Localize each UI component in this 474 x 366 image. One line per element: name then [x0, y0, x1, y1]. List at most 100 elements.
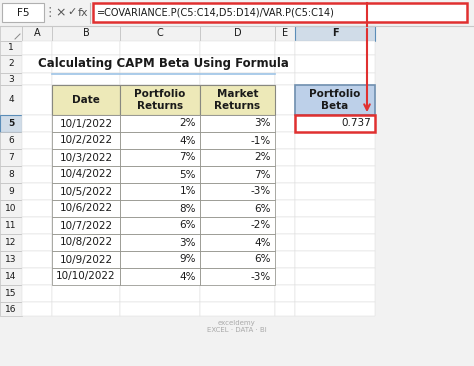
Text: Portfolio
Returns: Portfolio Returns: [134, 89, 186, 111]
Bar: [22, 132, 52, 149]
Bar: [93, 3, 467, 22]
Bar: [52, 251, 120, 268]
Bar: [200, 217, 275, 234]
Bar: [120, 251, 200, 268]
Text: 3%: 3%: [180, 238, 196, 247]
Bar: [275, 302, 295, 316]
Bar: [295, 268, 375, 285]
Bar: [120, 132, 200, 149]
Text: fx: fx: [78, 7, 88, 18]
Bar: [200, 115, 275, 132]
Bar: [120, 26, 200, 41]
Text: 10: 10: [5, 204, 17, 213]
Bar: [2, 3, 44, 22]
Bar: [295, 149, 375, 166]
Bar: [52, 302, 120, 316]
Bar: [275, 166, 295, 183]
Text: B: B: [82, 29, 90, 38]
Bar: [0, 234, 22, 251]
Text: 14: 14: [5, 272, 17, 281]
Bar: [52, 149, 120, 166]
Bar: [295, 302, 375, 316]
Text: ×: ×: [56, 6, 66, 19]
Text: 13: 13: [5, 255, 17, 264]
Bar: [200, 217, 275, 234]
Bar: [22, 73, 52, 85]
Text: Portfolio
Beta: Portfolio Beta: [310, 89, 361, 111]
Bar: [22, 285, 52, 302]
Bar: [275, 132, 295, 149]
Bar: [200, 200, 275, 217]
Bar: [52, 132, 120, 149]
Text: 3%: 3%: [255, 119, 271, 128]
Text: F5: F5: [17, 7, 29, 18]
Bar: [52, 166, 120, 183]
Bar: [0, 0, 474, 26]
Bar: [120, 268, 200, 285]
Bar: [200, 285, 275, 302]
Bar: [275, 268, 295, 285]
Bar: [200, 200, 275, 217]
Text: -1%: -1%: [251, 135, 271, 146]
Bar: [52, 85, 120, 115]
Bar: [22, 55, 52, 73]
Bar: [275, 73, 295, 85]
Bar: [275, 85, 295, 115]
Text: A: A: [34, 29, 40, 38]
Bar: [120, 132, 200, 149]
Bar: [200, 132, 275, 149]
Bar: [52, 217, 120, 234]
Text: 15: 15: [5, 289, 17, 298]
Bar: [275, 41, 295, 55]
Bar: [275, 55, 295, 73]
Bar: [295, 85, 375, 115]
Text: 10/2/2022: 10/2/2022: [59, 135, 112, 146]
Bar: [120, 115, 200, 132]
Bar: [295, 200, 375, 217]
Bar: [0, 26, 22, 41]
Bar: [0, 200, 22, 217]
Bar: [52, 132, 120, 149]
Bar: [52, 251, 120, 268]
Bar: [275, 285, 295, 302]
Bar: [295, 115, 375, 132]
Text: 6: 6: [8, 136, 14, 145]
Bar: [52, 149, 120, 166]
Text: 8%: 8%: [180, 203, 196, 213]
Bar: [22, 85, 52, 115]
Bar: [22, 26, 52, 41]
Bar: [275, 149, 295, 166]
Bar: [22, 41, 52, 55]
Bar: [200, 251, 275, 268]
Bar: [120, 234, 200, 251]
Bar: [52, 234, 120, 251]
Bar: [200, 149, 275, 166]
Bar: [52, 268, 120, 285]
Bar: [295, 132, 375, 149]
Bar: [120, 251, 200, 268]
Text: -3%: -3%: [251, 187, 271, 197]
Bar: [200, 26, 275, 41]
Bar: [0, 268, 22, 285]
Text: 8: 8: [8, 170, 14, 179]
Text: E: E: [282, 29, 288, 38]
Bar: [52, 26, 120, 41]
Bar: [200, 166, 275, 183]
Text: 4%: 4%: [255, 238, 271, 247]
Bar: [120, 41, 200, 55]
Bar: [52, 285, 120, 302]
Bar: [22, 166, 52, 183]
Text: 10/7/2022: 10/7/2022: [59, 220, 112, 231]
Bar: [52, 217, 120, 234]
Bar: [120, 217, 200, 234]
Text: 7: 7: [8, 153, 14, 162]
Bar: [275, 200, 295, 217]
Text: Date: Date: [72, 95, 100, 105]
Text: 5%: 5%: [180, 169, 196, 179]
Bar: [120, 55, 200, 73]
Bar: [0, 251, 22, 268]
Bar: [120, 200, 200, 217]
Bar: [200, 183, 275, 200]
Bar: [22, 251, 52, 268]
Bar: [0, 217, 22, 234]
